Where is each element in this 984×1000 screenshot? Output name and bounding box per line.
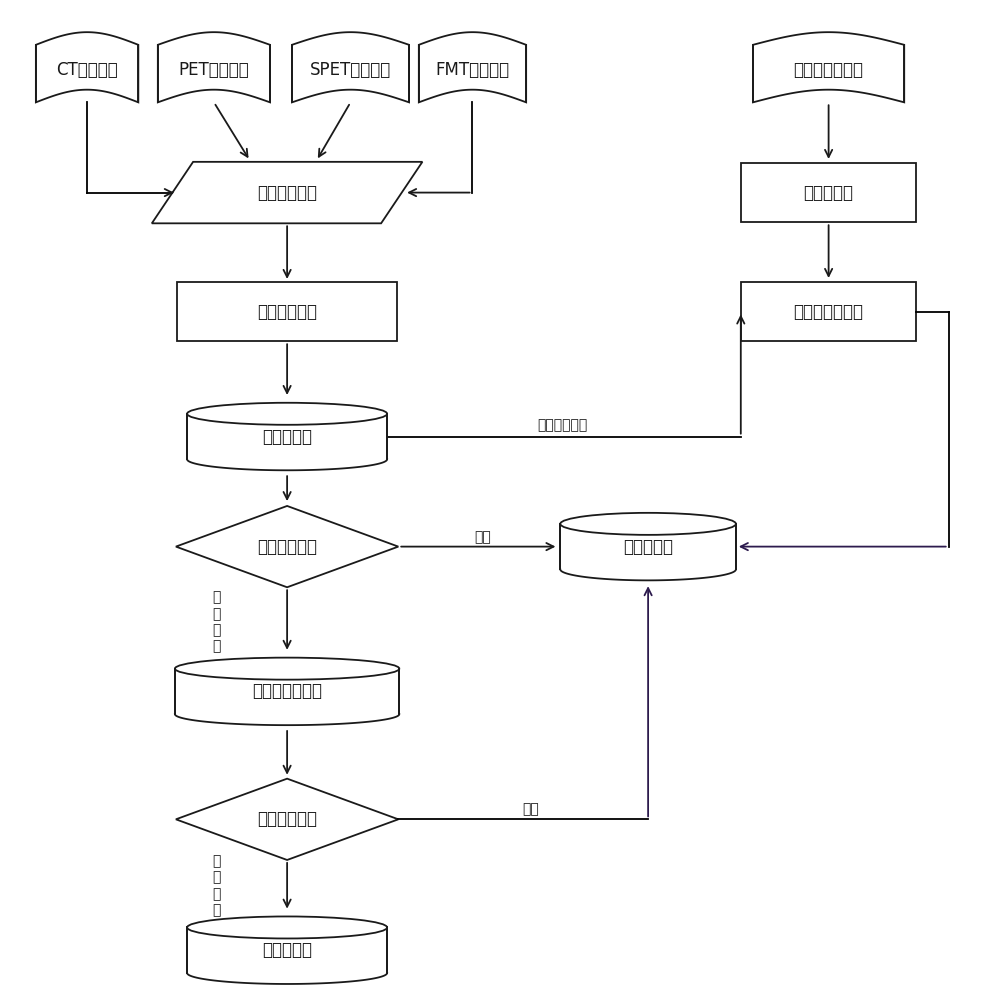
Bar <box>187 414 387 459</box>
Text: 人工标注病例库: 人工标注病例库 <box>794 61 864 79</box>
Polygon shape <box>35 32 139 102</box>
Bar <box>560 524 736 569</box>
Ellipse shape <box>187 916 387 938</box>
Text: 疑难病例库: 疑难病例库 <box>262 941 312 959</box>
Text: 自动诊断模块: 自动诊断模块 <box>257 538 317 556</box>
Text: 人工诊断模块: 人工诊断模块 <box>257 810 317 828</box>
Polygon shape <box>157 32 270 102</box>
Text: PET图像设备: PET图像设备 <box>178 61 249 79</box>
Bar <box>175 669 400 714</box>
Bar <box>177 282 397 341</box>
Text: 不能确诊病例库: 不能确诊病例库 <box>252 682 322 700</box>
Text: 确诊病例库: 确诊病例库 <box>623 538 673 556</box>
Bar <box>188 414 386 458</box>
Bar <box>187 927 387 973</box>
Text: 特征向量列表: 特征向量列表 <box>537 419 587 433</box>
Bar <box>188 927 386 972</box>
Text: 图像采集模块: 图像采集模块 <box>257 184 317 202</box>
Polygon shape <box>176 506 399 587</box>
Text: 不
能
确
诊: 不 能 确 诊 <box>213 854 221 917</box>
Ellipse shape <box>560 513 736 535</box>
Ellipse shape <box>187 403 387 425</box>
Text: 疾病特征库: 疾病特征库 <box>804 184 853 202</box>
Polygon shape <box>152 162 422 223</box>
Text: 确诊: 确诊 <box>523 802 539 816</box>
Bar <box>561 524 735 568</box>
Polygon shape <box>419 32 526 102</box>
Bar <box>741 282 916 341</box>
Polygon shape <box>753 32 904 102</box>
Text: FMT图像设备: FMT图像设备 <box>436 61 510 79</box>
Text: 不
能
确
诊: 不 能 确 诊 <box>213 591 221 653</box>
Polygon shape <box>176 779 399 860</box>
Text: 特征库更新模块: 特征库更新模块 <box>794 303 864 321</box>
Text: 待诊病例库: 待诊病例库 <box>262 428 312 446</box>
Polygon shape <box>292 32 409 102</box>
Text: SPET图像设备: SPET图像设备 <box>310 61 392 79</box>
Bar <box>741 163 916 222</box>
Bar <box>176 669 399 713</box>
Text: 网络通信模块: 网络通信模块 <box>257 303 317 321</box>
Text: 确诊: 确诊 <box>474 531 491 545</box>
Ellipse shape <box>175 658 400 680</box>
Text: CT图像设备: CT图像设备 <box>56 61 118 79</box>
